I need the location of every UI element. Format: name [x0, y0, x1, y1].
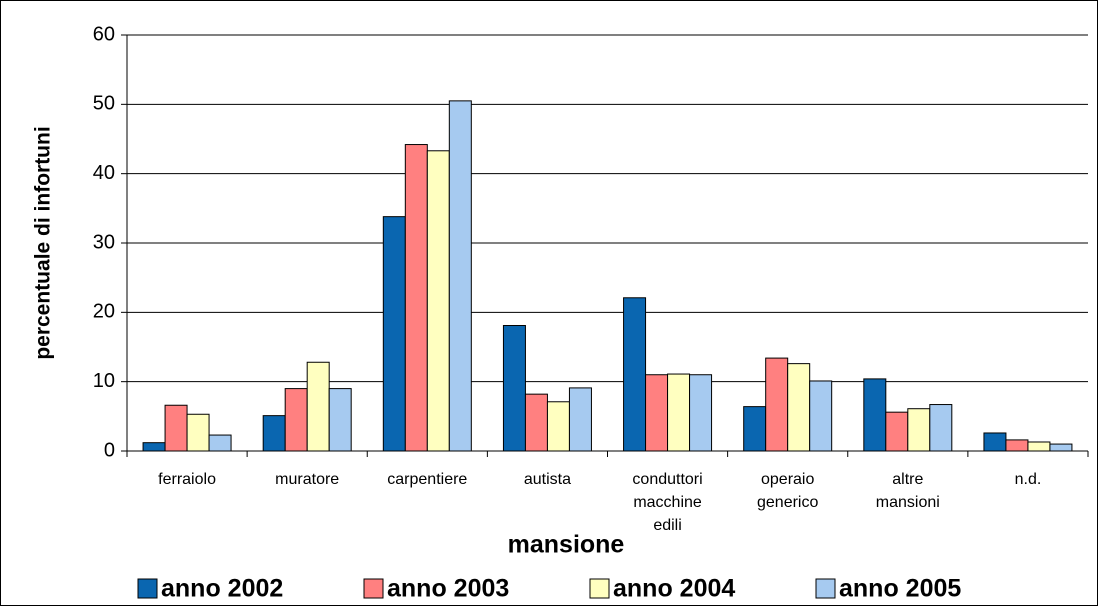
x-tick-label: conduttori macchine edili — [632, 471, 703, 534]
bar — [1005, 439, 1029, 452]
bar — [863, 378, 887, 452]
x-tick-label: muratore — [275, 471, 340, 488]
bar — [809, 380, 833, 452]
bar — [568, 387, 592, 452]
y-tick-label: 10 — [93, 370, 115, 392]
x-tick-label: operaio generico — [757, 471, 819, 511]
y-tick-label: 30 — [93, 231, 115, 253]
x-axis-title: mansione — [508, 531, 625, 559]
bar — [284, 388, 308, 452]
bar — [382, 216, 406, 452]
y-axis-title: percentuale di infortuni — [32, 126, 55, 359]
bar — [524, 393, 548, 452]
bar — [448, 100, 472, 452]
bar — [885, 411, 909, 452]
bar — [623, 297, 647, 452]
y-tick-label: 60 — [93, 23, 115, 45]
legend-swatch — [363, 578, 384, 599]
bar — [262, 415, 286, 452]
bar — [689, 374, 713, 452]
legend-swatch — [137, 578, 158, 599]
legend-swatch — [589, 578, 610, 599]
bar — [404, 144, 428, 452]
x-tick-label: ferraiolo — [158, 471, 216, 488]
legend-label: anno 2004 — [613, 575, 735, 603]
bar — [743, 406, 767, 452]
bar — [1027, 441, 1051, 452]
bar — [667, 373, 691, 452]
bar — [787, 363, 811, 452]
bar — [426, 150, 450, 452]
y-tick-label: 50 — [93, 93, 115, 115]
y-tick-label: 20 — [93, 301, 115, 323]
x-tick-label: carpentiere — [387, 471, 468, 488]
legend-swatch — [815, 578, 836, 599]
bar — [907, 408, 931, 452]
bar — [164, 404, 188, 452]
bar — [765, 357, 789, 452]
bar — [306, 361, 330, 452]
y-tick-label: 40 — [93, 162, 115, 184]
bar — [929, 404, 953, 452]
bar — [328, 388, 352, 452]
legend-label: anno 2005 — [839, 575, 961, 603]
x-tick-label: altre mansioni — [875, 471, 940, 511]
bar — [983, 432, 1007, 452]
legend-label: anno 2003 — [387, 575, 509, 603]
bar — [645, 374, 669, 452]
bar — [502, 325, 526, 452]
bar — [186, 413, 210, 452]
legend-label: anno 2002 — [161, 575, 283, 603]
bar — [208, 434, 232, 452]
y-tick-label: 0 — [104, 439, 115, 461]
bar — [546, 401, 570, 452]
bar — [1049, 443, 1073, 452]
x-tick-label: autista — [523, 471, 571, 488]
x-tick-label: n.d. — [1014, 471, 1042, 488]
bar — [142, 442, 166, 452]
